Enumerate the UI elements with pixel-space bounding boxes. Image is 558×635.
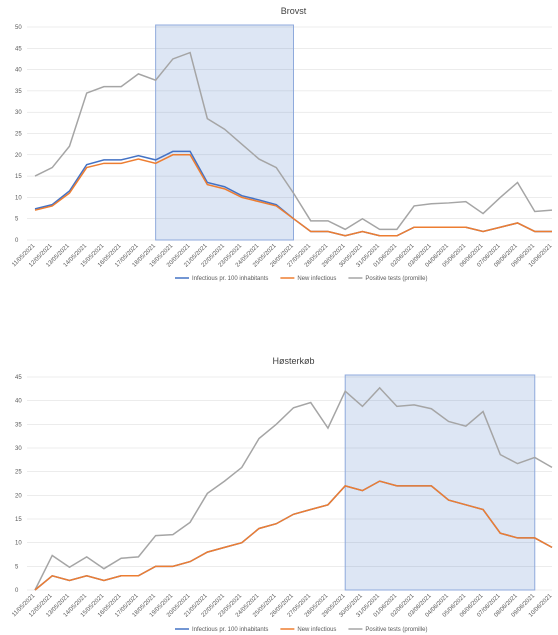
y-tick-label: 0 xyxy=(15,588,19,594)
line-series xyxy=(34,154,552,237)
y-tick-label: 10 xyxy=(15,195,22,201)
legend-label: Infectious pr. 100 inhabitants xyxy=(192,276,268,282)
y-tick-label: 35 xyxy=(15,89,22,95)
y-tick-label: 0 xyxy=(15,238,19,244)
y-tick-label: 25 xyxy=(15,132,22,138)
legend-label: Positive tests (promille) xyxy=(365,276,427,282)
line-series xyxy=(34,480,553,591)
y-tick-label: 5 xyxy=(15,217,19,223)
chart-title: Brovst xyxy=(281,6,307,16)
y-tick-label: 10 xyxy=(15,541,22,547)
y-tick-label: 20 xyxy=(15,153,22,159)
y-tick-label: 45 xyxy=(15,375,22,381)
legend-label: Infectious pr. 100 inhabitants xyxy=(192,627,268,633)
line-series xyxy=(34,51,553,231)
y-tick-label: 25 xyxy=(15,470,22,476)
y-tick-label: 35 xyxy=(15,422,22,428)
y-tick-label: 5 xyxy=(15,564,19,570)
y-tick-label: 30 xyxy=(15,110,22,116)
y-tick-label: 40 xyxy=(15,68,22,74)
y-tick-label: 45 xyxy=(15,46,22,52)
legend-label: Positive tests (promille) xyxy=(365,627,427,633)
y-tick-label: 15 xyxy=(15,174,22,180)
line-series xyxy=(34,386,553,591)
legend-label: New infectious xyxy=(297,276,336,282)
y-tick-label: 40 xyxy=(15,399,22,405)
legend-label: New infectious xyxy=(297,627,336,633)
y-tick-label: 20 xyxy=(15,493,22,499)
y-tick-label: 50 xyxy=(15,25,22,31)
y-tick-label: 30 xyxy=(15,446,22,452)
chart-title: Høsterkøb xyxy=(272,356,314,366)
y-tick-label: 15 xyxy=(15,517,22,523)
highlight-band xyxy=(344,374,536,591)
